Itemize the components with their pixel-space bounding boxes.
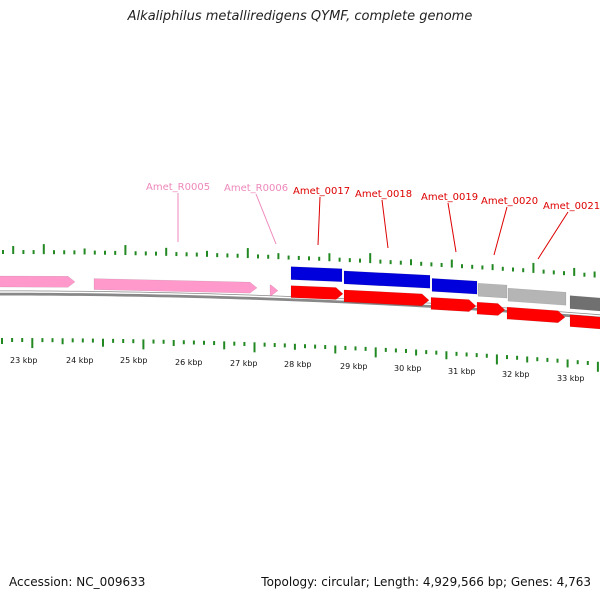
cds-feature-arrow bbox=[430, 297, 477, 312]
scale-label: 32 kbp bbox=[502, 370, 530, 379]
rna-feature-arrow bbox=[0, 275, 76, 288]
cds-feature-arrow bbox=[569, 314, 600, 330]
scale-label: 31 kbp bbox=[448, 367, 476, 376]
cog-bar-blue bbox=[431, 278, 478, 295]
cog-bar-dark-gray bbox=[569, 295, 600, 312]
scale-label: 24 kbp bbox=[66, 356, 94, 365]
gene-label: Amet_0019 bbox=[421, 192, 478, 203]
scale-label: 30 kbp bbox=[394, 364, 422, 373]
gene-label-leader bbox=[317, 196, 321, 246]
genes-value: 4,763 bbox=[556, 575, 591, 589]
accession-info: Accession: NC_009633 bbox=[9, 575, 145, 589]
gene-label: Amet_0017 bbox=[293, 186, 350, 197]
genome-summary: Topology: circular; Length: 4,929,566 bp… bbox=[261, 575, 591, 589]
scale-label: 28 kbp bbox=[284, 360, 312, 369]
gene-label: Amet_0018 bbox=[355, 189, 412, 200]
accession-label: Accession: bbox=[9, 575, 73, 589]
scale-label: 23 kbp bbox=[10, 356, 38, 365]
cds-feature-arrow bbox=[290, 285, 344, 300]
gene-label: Amet_R0006 bbox=[224, 183, 288, 194]
gene-label-leader bbox=[537, 211, 569, 260]
gene-label: Amet_0021 bbox=[543, 201, 600, 212]
accession-value: NC_009633 bbox=[76, 575, 146, 589]
rna-feature-arrow bbox=[269, 284, 279, 297]
scale-label: 26 kbp bbox=[175, 358, 203, 367]
gene-label: Amet_R0005 bbox=[146, 182, 210, 193]
topology-value: circular bbox=[321, 575, 366, 589]
map-title: Alkaliphilus metalliredigens QYMF, compl… bbox=[127, 9, 473, 24]
scale-label: 33 kbp bbox=[557, 374, 585, 383]
gene-label-leader bbox=[255, 193, 277, 245]
length-value: 4,929,566 bp bbox=[422, 575, 503, 589]
gene-label: Amet_0020 bbox=[481, 196, 538, 207]
cds-feature-arrow bbox=[476, 301, 506, 316]
topology-label: Topology: bbox=[261, 575, 318, 589]
cog-bar-blue bbox=[290, 266, 343, 283]
cds-feature-arrow bbox=[343, 289, 430, 307]
cog-bar-gray bbox=[477, 282, 508, 299]
rna-feature-arrow bbox=[93, 278, 258, 294]
gene-label-leader bbox=[381, 199, 389, 249]
gene-label-leader bbox=[493, 206, 508, 256]
gc-skew-upper-ticks bbox=[2, 244, 596, 278]
cog-bar-gray bbox=[507, 287, 567, 306]
gc-skew-lower-ticks bbox=[1, 338, 599, 372]
scale-label: 25 kbp bbox=[120, 356, 148, 365]
scale-label: 27 kbp bbox=[230, 359, 258, 368]
cog-bar-blue bbox=[343, 270, 431, 289]
scale-label: 29 kbp bbox=[340, 362, 368, 371]
length-label: Length: bbox=[373, 575, 420, 589]
cds-feature-arrow bbox=[506, 306, 566, 323]
genes-label: Genes: bbox=[510, 575, 553, 589]
gene-label-leader bbox=[447, 202, 457, 253]
